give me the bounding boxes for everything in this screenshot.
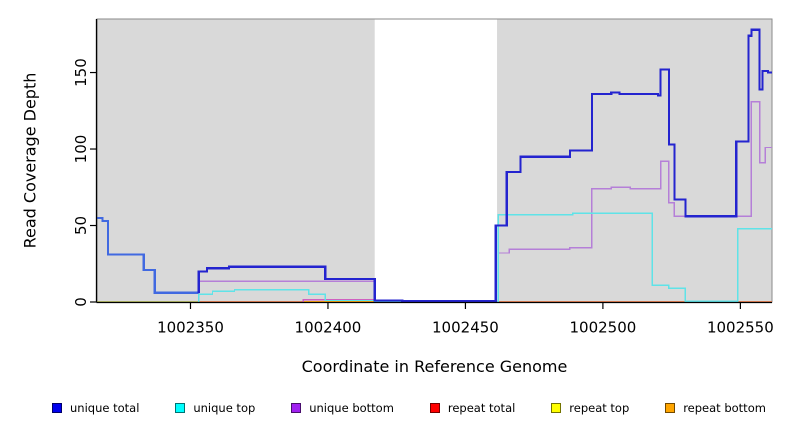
legend-label: unique bottom [309, 401, 394, 415]
legend-label: unique total [70, 401, 140, 415]
legend-label: repeat top [569, 401, 630, 415]
x-axis-label: Coordinate in Reference Genome [301, 357, 568, 376]
legend-item-unique-bottom: unique bottom [291, 401, 394, 415]
unique-top-swatch-icon [175, 403, 186, 413]
repeat-top-swatch-icon [551, 403, 562, 413]
y-tick-label: 150 [72, 58, 90, 87]
y-axis-label: Read Coverage Depth [20, 72, 40, 249]
legend-label: repeat bottom [683, 401, 766, 415]
legend-item-unique-top: unique top [175, 401, 255, 415]
x-tick-label: 1002450 [432, 319, 499, 337]
series-unique-total-left-line [97, 216, 199, 294]
y-tick-label: 50 [72, 216, 90, 235]
legend-item-repeat-top: repeat top [551, 401, 629, 415]
x-tick-label: 1002400 [295, 319, 362, 337]
legend: unique total unique top unique bottom re… [52, 398, 766, 418]
x-tick-label: 1002550 [707, 319, 774, 337]
x-tick-label: 1002350 [157, 319, 224, 337]
repeat-bottom-swatch-icon [665, 403, 676, 413]
gap-band [374, 19, 498, 302]
legend-item-repeat-total: repeat total [429, 401, 516, 415]
legend-item-unique-total: unique total [52, 401, 139, 415]
unique-total-swatch-icon [52, 403, 62, 413]
y-tick-label: 100 [72, 135, 90, 164]
series-unique-total-line [197, 28, 772, 303]
legend-label: repeat total [447, 401, 516, 415]
unique-bottom-swatch-icon [291, 403, 302, 413]
legend-label: unique top [193, 401, 256, 415]
y-tick-label: 0 [72, 297, 90, 307]
repeat-total-swatch-icon [429, 403, 440, 413]
x-tick-label: 1002500 [570, 319, 637, 337]
legend-item-repeat-bottom: repeat bottom [665, 401, 766, 415]
